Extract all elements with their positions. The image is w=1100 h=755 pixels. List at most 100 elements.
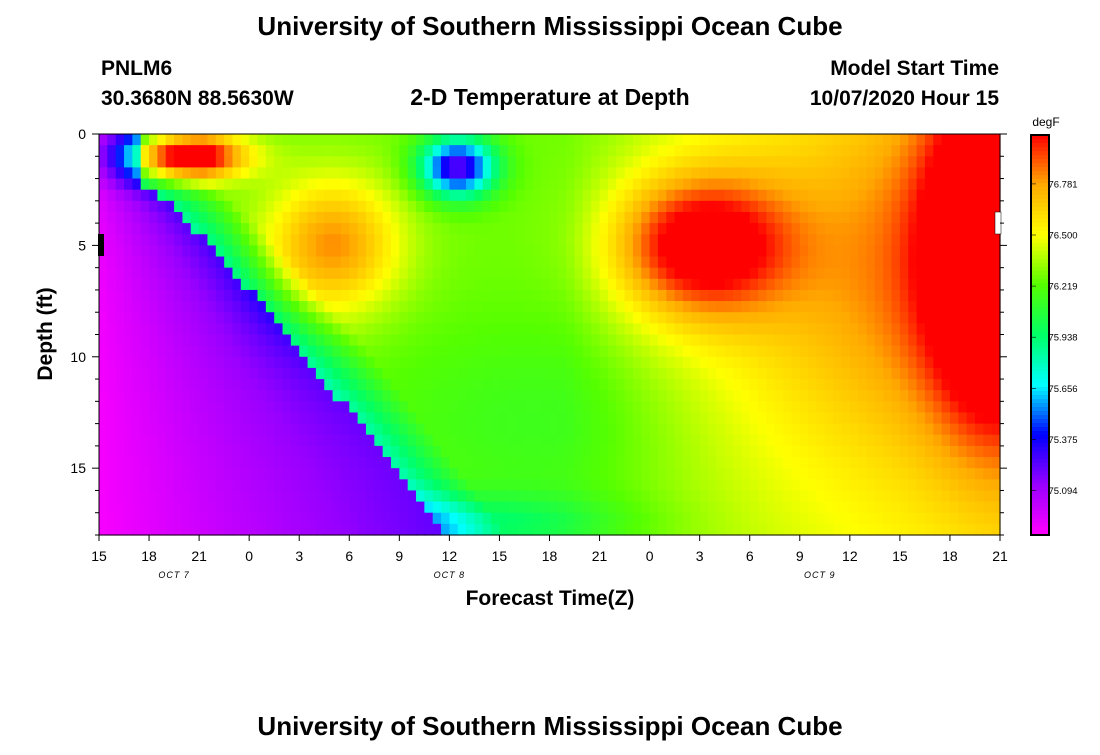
heatmap-cell	[215, 278, 225, 291]
heatmap-cell	[365, 200, 375, 213]
heatmap-cell	[132, 479, 142, 492]
heatmap-cell	[149, 167, 158, 180]
heatmap-cell	[332, 356, 342, 369]
heatmap-cell	[199, 356, 209, 369]
heatmap-cell	[799, 200, 809, 213]
heatmap-cell	[474, 211, 484, 224]
heatmap-cell	[432, 490, 442, 503]
heatmap-cell	[324, 256, 334, 269]
heatmap-cell	[290, 379, 300, 391]
heatmap-cell	[699, 245, 709, 258]
heatmap-cell	[599, 412, 609, 425]
heatmap-cell	[324, 468, 334, 480]
heatmap-cell	[349, 323, 359, 336]
heatmap-cell	[165, 401, 175, 414]
heatmap-cell	[724, 256, 734, 269]
heatmap-cell	[457, 245, 467, 258]
heatmap-cell	[841, 445, 851, 458]
heatmap-cell	[733, 167, 742, 180]
heatmap-cell	[441, 523, 450, 536]
heatmap-cell	[791, 156, 801, 169]
heatmap-cell	[691, 445, 701, 458]
heatmap-cell	[399, 512, 409, 525]
heatmap-cell	[674, 289, 684, 302]
heatmap-cell	[824, 178, 834, 191]
heatmap-cell	[124, 312, 133, 324]
heatmap-cell	[441, 457, 450, 469]
heatmap-cell	[833, 479, 843, 492]
heatmap-cell	[499, 457, 509, 469]
colorbar-segment	[1031, 247, 1049, 252]
colorbar-segment	[1031, 379, 1049, 384]
heatmap-cell	[674, 200, 684, 213]
heatmap-cell	[374, 312, 384, 324]
heatmap-cell	[874, 312, 884, 324]
heatmap-cell	[808, 390, 818, 402]
heatmap-cell	[524, 412, 534, 425]
heatmap-cell	[766, 301, 776, 313]
heatmap-cell	[858, 479, 868, 492]
heatmap-cell	[766, 479, 776, 492]
heatmap-cell	[582, 134, 592, 146]
heatmap-cell	[207, 412, 217, 425]
heatmap-cell	[107, 245, 117, 258]
heatmap-cell	[649, 390, 659, 402]
heatmap-cell	[99, 434, 108, 447]
heatmap-cell	[365, 323, 375, 336]
heatmap-cell	[691, 457, 701, 469]
heatmap-cell	[841, 289, 851, 302]
heatmap-cell	[933, 156, 943, 169]
heatmap-cell	[157, 490, 167, 503]
heatmap-cell	[541, 501, 551, 514]
heatmap-cell	[424, 167, 434, 180]
heatmap-cell	[716, 289, 726, 302]
heatmap-cell	[374, 468, 384, 480]
heatmap-cell	[315, 267, 325, 280]
heatmap-cell	[165, 412, 175, 425]
heatmap-cell	[399, 523, 409, 536]
heatmap-cell	[474, 189, 484, 202]
heatmap-cell	[190, 189, 200, 202]
heatmap-cell	[424, 189, 434, 202]
heatmap-cell	[99, 379, 108, 391]
heatmap-cell	[824, 423, 834, 436]
heatmap-cell	[149, 423, 158, 436]
heatmap-cell	[874, 367, 884, 380]
heatmap-cell	[115, 379, 125, 391]
heatmap-cell	[416, 211, 425, 224]
heatmap-cell	[833, 134, 843, 146]
heatmap-cell	[799, 267, 809, 280]
heatmap-cell	[958, 156, 968, 169]
heatmap-cell	[916, 367, 926, 380]
heatmap-cell	[808, 468, 818, 480]
heatmap-cell	[749, 334, 759, 347]
heatmap-cell	[332, 345, 342, 358]
heatmap-cell	[107, 356, 117, 369]
heatmap-cell	[399, 301, 409, 313]
colorbar-segment	[1031, 143, 1049, 148]
heatmap-cell	[724, 356, 734, 369]
heatmap-cell	[891, 289, 901, 302]
heatmap-cell	[99, 323, 108, 336]
heatmap-cell	[507, 334, 517, 347]
heatmap-cell	[849, 367, 859, 380]
heatmap-cell	[632, 390, 642, 402]
heatmap-cell	[507, 267, 517, 280]
heatmap-cell	[741, 234, 751, 246]
heatmap-cell	[416, 423, 425, 436]
heatmap-cell	[257, 245, 267, 258]
heatmap-cell	[482, 189, 492, 202]
heatmap-cell	[682, 312, 692, 324]
y-tick-label: 0	[78, 126, 86, 142]
heatmap-cell	[699, 267, 709, 280]
heatmap-cell	[891, 412, 901, 425]
heatmap-cell	[591, 468, 601, 480]
heatmap-cell	[357, 256, 367, 269]
heatmap-cell	[741, 245, 751, 258]
heatmap-cell	[174, 379, 184, 391]
heatmap-cell	[466, 390, 476, 402]
heatmap-cell	[265, 512, 275, 525]
heatmap-cell	[215, 134, 225, 146]
heatmap-cell	[924, 479, 934, 492]
heatmap-cell	[190, 289, 200, 302]
